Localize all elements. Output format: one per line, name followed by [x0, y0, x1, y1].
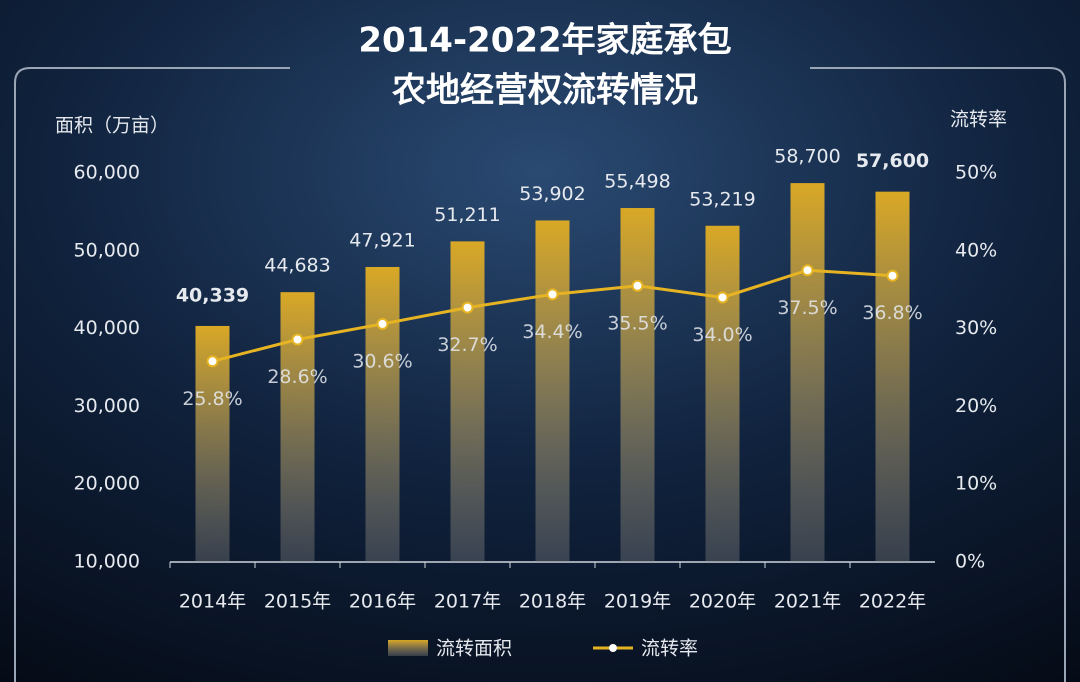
y2-tick-label: 40% — [955, 239, 997, 261]
x-tick-label: 2015年 — [264, 591, 331, 613]
line-value-label: 30.6% — [352, 350, 412, 372]
rate-point — [631, 279, 644, 292]
y2-tick-label: 20% — [955, 395, 997, 417]
rate-point — [291, 333, 304, 346]
bar-value-label: 44,683 — [264, 255, 330, 277]
legend-swatch — [388, 640, 428, 656]
line-value-label: 28.6% — [267, 366, 327, 388]
rate-point — [376, 317, 389, 330]
bar-value-label: 40,339 — [176, 284, 249, 306]
bar — [790, 183, 825, 562]
bar-value-label: 58,700 — [774, 146, 840, 168]
bar — [620, 208, 655, 562]
line-value-label: 34.4% — [522, 321, 582, 343]
legend-swatch — [609, 644, 617, 652]
rate-point — [546, 288, 559, 301]
bar-value-label: 55,498 — [604, 171, 670, 193]
frame — [14, 67, 1066, 682]
x-tick-label: 2022年 — [859, 591, 926, 613]
bar — [450, 241, 485, 562]
bar-value-label: 57,600 — [856, 150, 929, 172]
bar-value-label: 47,921 — [349, 229, 415, 251]
x-tick-label: 2020年 — [689, 591, 756, 613]
y-tick-label: 60,000 — [74, 162, 140, 184]
x-tick-label: 2014年 — [179, 591, 246, 613]
y2-tick-label: 0% — [955, 551, 985, 573]
line-value-label: 34.0% — [692, 324, 752, 346]
bar-value-label: 53,219 — [689, 188, 755, 210]
line-value-label: 35.5% — [607, 312, 667, 334]
y-tick-label: 30,000 — [74, 395, 140, 417]
rate-point — [886, 269, 899, 282]
y-tick-label: 10,000 — [74, 551, 140, 573]
y2-tick-label: 30% — [955, 317, 997, 339]
bar — [705, 225, 740, 563]
x-tick-label: 2019年 — [604, 591, 671, 613]
legend-label: 流转面积 — [436, 638, 512, 660]
bar — [365, 266, 400, 562]
y-tick-label: 40,000 — [74, 317, 140, 339]
line-value-label: 37.5% — [777, 297, 837, 319]
y2-tick-label: 10% — [955, 473, 997, 495]
line-value-label: 36.8% — [862, 302, 922, 324]
x-tick-label: 2016年 — [349, 591, 416, 613]
x-tick-label: 2018年 — [519, 591, 586, 613]
bar — [875, 191, 910, 562]
x-tick-label: 2017年 — [434, 591, 501, 613]
legend-label: 流转率 — [641, 638, 698, 660]
chart-title: 农地经营权流转情况 — [392, 71, 698, 111]
y-tick-label: 50,000 — [74, 239, 140, 261]
bar-value-label: 51,211 — [434, 204, 500, 226]
x-tick-label: 2021年 — [774, 591, 841, 613]
y-axis-title: 面积（万亩） — [55, 115, 169, 137]
bar — [280, 292, 315, 562]
rate-point — [716, 291, 729, 304]
chart-title: 2014-2022年家庭承包 — [358, 21, 731, 61]
y2-axis-title: 流转率 — [950, 109, 1007, 131]
bar — [535, 220, 570, 562]
rate-point — [461, 301, 474, 314]
y-tick-label: 20,000 — [74, 473, 140, 495]
rate-point — [206, 355, 219, 368]
y2-tick-label: 50% — [955, 162, 997, 184]
line-value-label: 25.8% — [182, 388, 242, 410]
line-value-label: 32.7% — [437, 334, 497, 356]
bar-value-label: 53,902 — [519, 183, 585, 205]
rate-point — [801, 264, 814, 277]
